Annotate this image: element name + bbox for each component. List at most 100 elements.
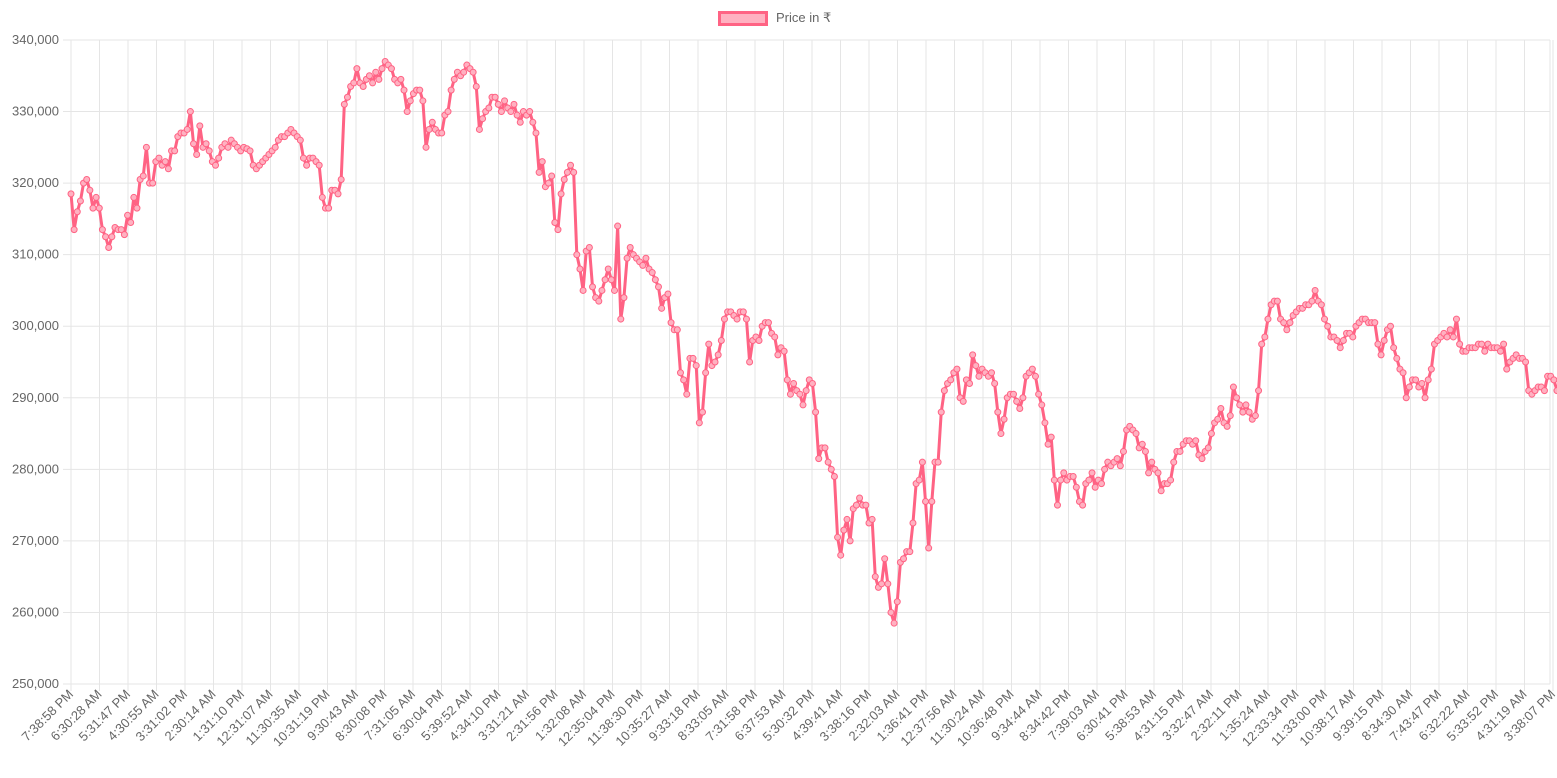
data-point[interactable] <box>296 136 304 144</box>
data-point[interactable] <box>1016 405 1024 413</box>
data-point[interactable] <box>786 390 794 398</box>
data-point[interactable] <box>337 176 345 184</box>
data-point[interactable] <box>742 315 750 323</box>
data-point[interactable] <box>698 408 706 416</box>
data-point[interactable] <box>604 265 612 273</box>
data-point[interactable] <box>1119 447 1127 455</box>
data-point[interactable] <box>340 100 348 108</box>
data-point[interactable] <box>526 108 534 116</box>
data-point[interactable] <box>428 118 436 126</box>
data-point[interactable] <box>353 65 361 73</box>
data-point[interactable] <box>705 340 713 348</box>
data-point[interactable] <box>95 204 103 212</box>
data-point[interactable] <box>1478 340 1486 348</box>
data-point[interactable] <box>1192 437 1200 445</box>
data-point[interactable] <box>1217 405 1225 413</box>
data-point[interactable] <box>611 286 619 294</box>
data-point[interactable] <box>1041 419 1049 427</box>
data-point[interactable] <box>516 118 524 126</box>
data-point[interactable] <box>1390 344 1398 352</box>
data-point[interactable] <box>548 172 556 180</box>
data-point[interactable] <box>774 351 782 359</box>
data-point[interactable] <box>102 233 110 241</box>
data-point[interactable] <box>149 179 157 187</box>
data-point[interactable] <box>563 168 571 176</box>
data-point[interactable] <box>1258 340 1266 348</box>
data-point[interactable] <box>494 100 502 108</box>
data-point[interactable] <box>1324 322 1332 330</box>
data-point[interactable] <box>692 362 700 370</box>
data-point[interactable] <box>560 176 568 184</box>
data-point[interactable] <box>120 231 128 239</box>
data-point[interactable] <box>1044 440 1052 448</box>
data-point[interactable] <box>812 408 820 416</box>
data-point[interactable] <box>1176 447 1184 455</box>
data-point[interactable] <box>403 108 411 116</box>
data-point[interactable] <box>680 376 688 384</box>
data-point[interactable] <box>1402 394 1410 402</box>
data-point[interactable] <box>658 304 666 312</box>
data-point[interactable] <box>425 125 433 133</box>
data-point[interactable] <box>852 501 860 509</box>
data-point[interactable] <box>92 193 100 201</box>
data-point[interactable] <box>1157 487 1165 495</box>
data-point[interactable] <box>1060 469 1068 477</box>
data-point[interactable] <box>365 72 373 80</box>
data-point[interactable] <box>359 83 367 91</box>
data-point[interactable] <box>469 68 477 76</box>
data-point[interactable] <box>130 193 138 201</box>
data-point[interactable] <box>1421 394 1429 402</box>
data-point[interactable] <box>576 265 584 273</box>
data-point[interactable] <box>438 129 446 137</box>
data-point[interactable] <box>579 286 587 294</box>
data-point[interactable] <box>76 197 84 205</box>
data-point[interactable] <box>1308 297 1316 305</box>
data-point[interactable] <box>1079 501 1087 509</box>
data-point[interactable] <box>1138 440 1146 448</box>
data-point[interactable] <box>925 544 933 552</box>
data-point[interactable] <box>1424 376 1432 384</box>
data-point[interactable] <box>1393 354 1401 362</box>
data-point[interactable] <box>1116 462 1124 470</box>
data-point[interactable] <box>1198 455 1206 463</box>
data-point[interactable] <box>651 276 659 284</box>
data-point[interactable] <box>1377 351 1385 359</box>
data-point[interactable] <box>1553 387 1557 395</box>
data-point[interactable] <box>969 351 977 359</box>
data-point[interactable] <box>1085 476 1093 484</box>
data-point[interactable] <box>1170 458 1178 466</box>
data-point[interactable] <box>940 387 948 395</box>
data-point[interactable] <box>1427 365 1435 373</box>
data-point[interactable] <box>934 458 942 466</box>
data-point[interactable] <box>573 251 581 259</box>
data-point[interactable] <box>676 369 684 377</box>
data-point[interactable] <box>585 244 593 252</box>
data-point[interactable] <box>1038 401 1046 409</box>
data-point[interactable] <box>1349 333 1357 341</box>
data-point[interactable] <box>164 165 172 173</box>
data-point[interactable] <box>1229 383 1237 391</box>
data-point[interactable] <box>937 408 945 416</box>
data-point[interactable] <box>827 465 835 473</box>
data-point[interactable] <box>372 68 380 76</box>
data-point[interactable] <box>796 390 804 398</box>
data-point[interactable] <box>570 168 578 176</box>
data-point[interactable] <box>378 65 386 73</box>
data-point[interactable] <box>871 573 879 581</box>
data-point[interactable] <box>343 93 351 101</box>
data-point[interactable] <box>1207 430 1215 438</box>
data-point[interactable] <box>972 362 980 370</box>
data-point[interactable] <box>67 190 75 198</box>
data-point[interactable] <box>837 551 845 559</box>
data-point[interactable] <box>1387 322 1394 330</box>
data-point[interactable] <box>416 86 424 94</box>
data-point[interactable] <box>1317 301 1325 309</box>
data-point[interactable] <box>89 204 97 212</box>
data-point[interactable] <box>717 337 725 345</box>
data-point[interactable] <box>664 290 672 298</box>
data-point[interactable] <box>142 143 150 151</box>
data-point[interactable] <box>315 161 323 169</box>
data-point[interactable] <box>1097 480 1105 488</box>
data-point[interactable] <box>746 358 754 366</box>
data-point[interactable] <box>1132 430 1140 438</box>
